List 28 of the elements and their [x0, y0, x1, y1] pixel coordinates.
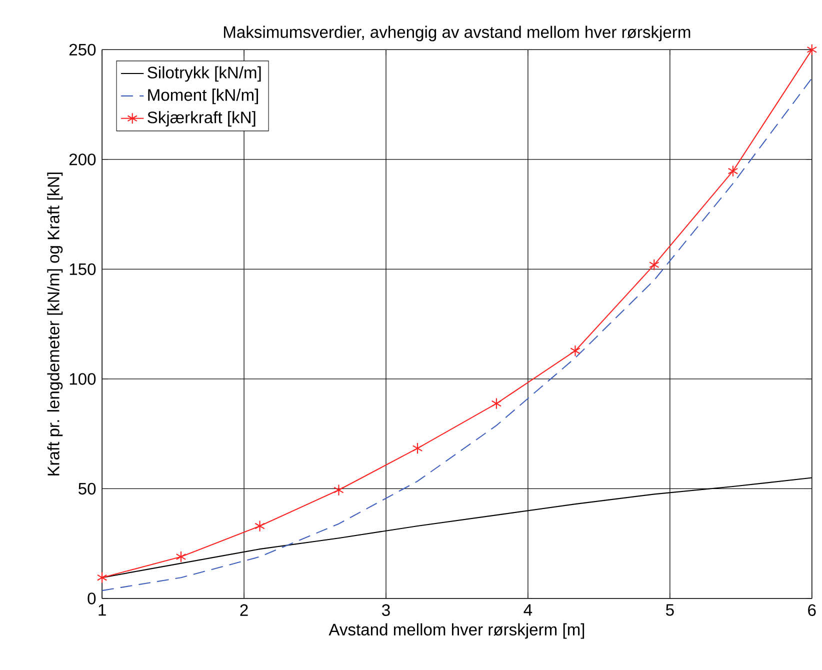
x-tick-label: 3 — [382, 604, 390, 616]
x-tick-label: 5 — [666, 604, 674, 616]
y-tick-label: 100 — [70, 373, 96, 385]
y-tick-label: 200 — [69, 154, 96, 166]
point — [570, 345, 580, 357]
legend-label: Skjærkraft [kN] — [148, 111, 256, 127]
point — [806, 44, 817, 56]
x-tick-label: 2 — [240, 604, 248, 616]
point — [412, 442, 423, 454]
point — [254, 520, 265, 532]
point — [96, 572, 108, 584]
x-tick-label: 1 — [98, 604, 106, 616]
y-tick-label: 250 — [69, 44, 96, 56]
x-tick-label: 4 — [524, 604, 532, 616]
point — [649, 258, 660, 271]
y-axis-title: Kraft pr. lengdemeter [kN/m] og Kraft [kN] — [47, 172, 63, 476]
y-tick-label: 50 — [78, 482, 96, 495]
point — [728, 165, 738, 177]
legend-label: Moment [kN/m] — [148, 88, 258, 104]
chart-title: Maksimumsverdier, avhengig av avstand mellom hver rørskjerm — [224, 26, 690, 42]
y-tick-label: 0 — [88, 592, 96, 604]
point — [176, 550, 186, 563]
x-tick-label: 6 — [808, 604, 816, 616]
x-axis-title: Avstand mellom hver rørskjerm [m] — [328, 623, 584, 639]
point — [491, 398, 502, 410]
y-tick-label: 150 — [70, 263, 96, 276]
point — [334, 484, 344, 496]
legend-label: Silotrykk [kN/m] — [148, 66, 261, 82]
